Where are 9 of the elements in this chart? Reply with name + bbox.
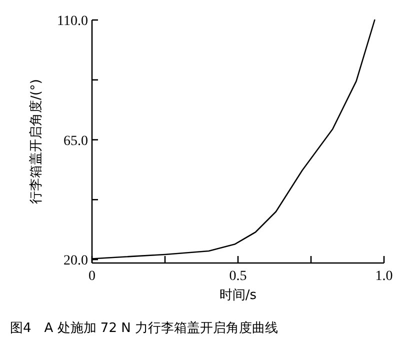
y-axis-title: 行李箱盖开启角度/(°) [28,78,44,204]
y-tick-label: 110.0 [57,14,88,29]
x-tick-label: 1.0 [375,269,393,284]
y-tick-label: 65.0 [64,134,88,149]
y-tick-label: 20.0 [64,254,88,269]
caption: 图4 A 处施加 72 N 力行李箱盖开启角度曲线 [10,320,278,336]
x-axis-title: 时间/s [219,288,257,303]
x-tick-label: 0 [88,269,96,284]
x-tick-label: 0.5 [229,269,247,284]
